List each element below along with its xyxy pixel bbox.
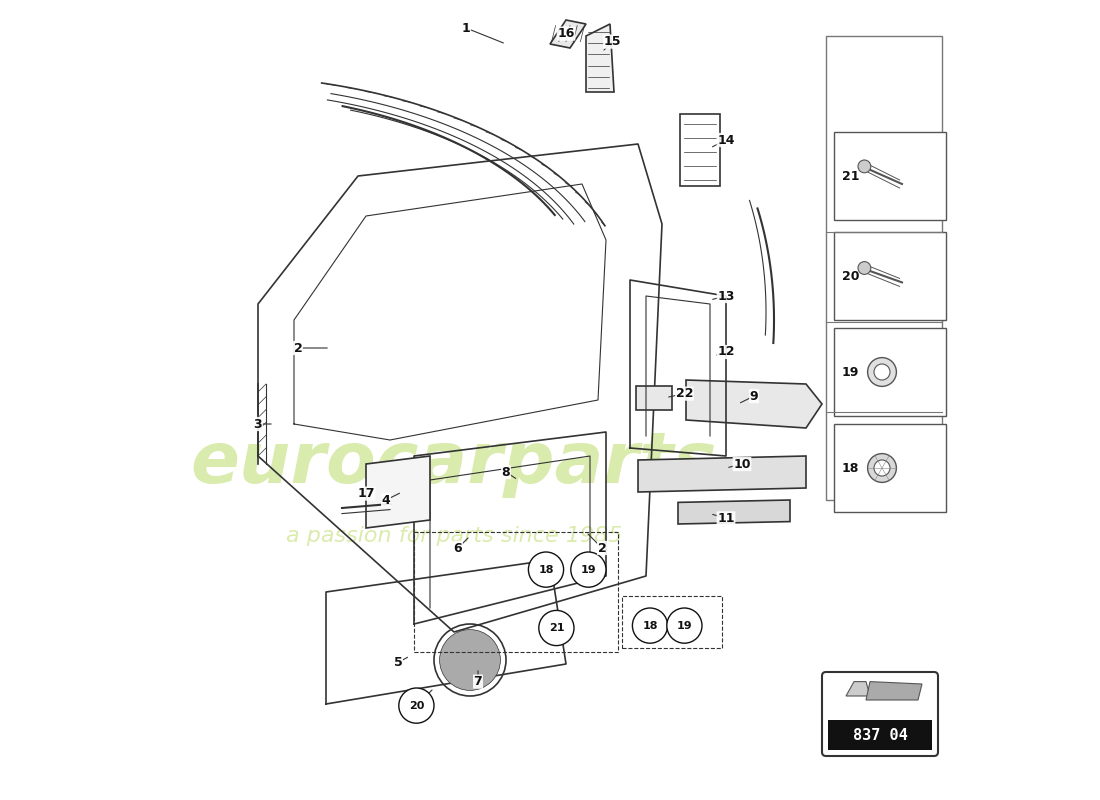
Text: 18: 18 (642, 621, 658, 630)
Text: 2: 2 (294, 342, 302, 354)
Polygon shape (550, 20, 586, 48)
Text: a passion for parts since 1985: a passion for parts since 1985 (286, 526, 623, 546)
Text: 837 04: 837 04 (852, 728, 907, 742)
Circle shape (868, 358, 896, 386)
Text: 19: 19 (676, 621, 692, 630)
Polygon shape (686, 380, 822, 428)
Circle shape (874, 364, 890, 380)
Circle shape (874, 460, 890, 476)
FancyBboxPatch shape (637, 386, 672, 410)
Circle shape (571, 552, 606, 587)
Circle shape (399, 688, 435, 723)
Polygon shape (678, 500, 790, 524)
Text: 3: 3 (254, 418, 262, 430)
Text: 22: 22 (675, 387, 693, 400)
Text: 14: 14 (717, 134, 735, 146)
Circle shape (667, 608, 702, 643)
Text: 4: 4 (382, 494, 390, 506)
Polygon shape (846, 682, 870, 696)
Circle shape (632, 608, 668, 643)
Text: 18: 18 (538, 565, 553, 574)
Text: 5: 5 (394, 656, 403, 669)
Polygon shape (638, 456, 806, 492)
Text: 15: 15 (604, 35, 622, 48)
Circle shape (539, 610, 574, 646)
Text: 21: 21 (549, 623, 564, 633)
FancyBboxPatch shape (822, 672, 938, 756)
Text: eurocarparts: eurocarparts (190, 430, 717, 498)
FancyBboxPatch shape (834, 328, 946, 416)
Circle shape (440, 630, 500, 690)
Text: 13: 13 (717, 290, 735, 302)
Text: 21: 21 (842, 170, 859, 182)
Text: 8: 8 (502, 466, 510, 478)
Text: 19: 19 (581, 565, 596, 574)
FancyBboxPatch shape (681, 114, 719, 186)
FancyBboxPatch shape (834, 424, 946, 512)
Circle shape (528, 552, 563, 587)
Text: 20: 20 (842, 270, 859, 282)
Text: 20: 20 (409, 701, 425, 710)
Polygon shape (586, 24, 614, 92)
Circle shape (868, 454, 896, 482)
FancyBboxPatch shape (827, 720, 933, 750)
Text: 16: 16 (558, 27, 574, 40)
Text: 11: 11 (717, 512, 735, 525)
Text: 19: 19 (842, 366, 859, 378)
Circle shape (858, 262, 871, 274)
Polygon shape (866, 682, 922, 700)
FancyBboxPatch shape (834, 232, 946, 320)
Text: 10: 10 (734, 458, 750, 470)
Text: 2: 2 (597, 542, 606, 554)
Text: 17: 17 (358, 487, 375, 500)
FancyBboxPatch shape (834, 132, 946, 220)
Text: 6: 6 (453, 542, 462, 554)
Text: 7: 7 (474, 675, 483, 688)
Text: 18: 18 (842, 462, 859, 474)
Text: 1: 1 (462, 22, 471, 34)
Polygon shape (366, 456, 430, 528)
Circle shape (858, 160, 871, 173)
Text: 12: 12 (717, 346, 735, 358)
Text: 9: 9 (750, 390, 758, 402)
